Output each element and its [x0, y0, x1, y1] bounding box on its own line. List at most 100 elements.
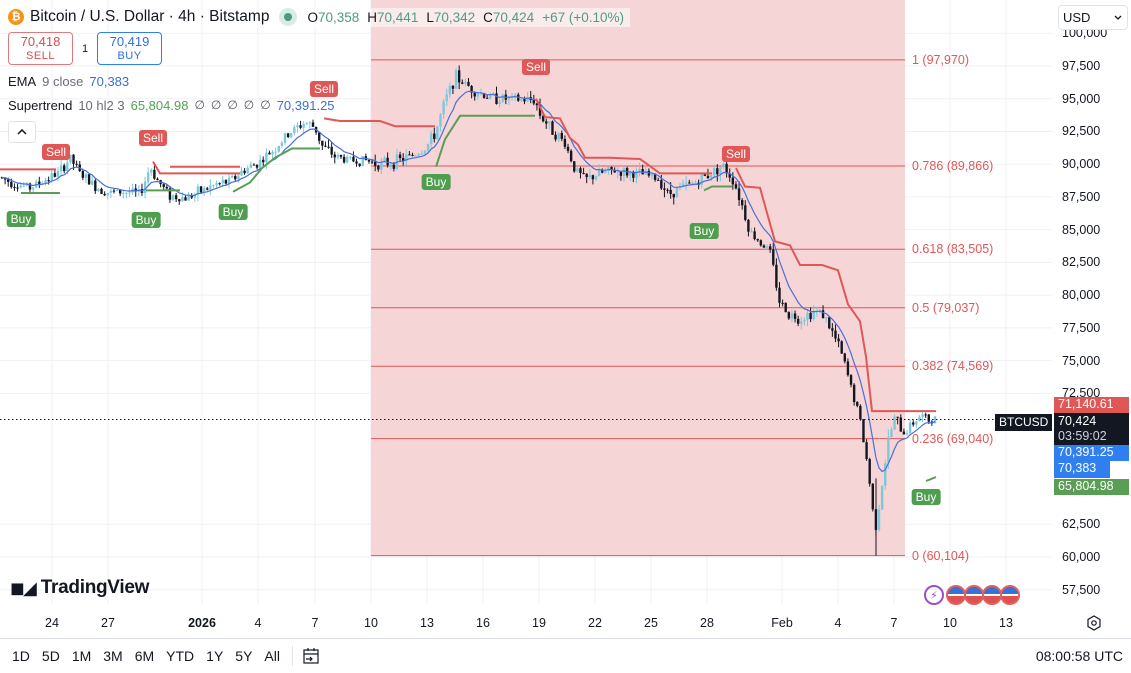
fibonacci-label: 0.5 (79,037) — [912, 300, 980, 315]
candle-up — [918, 416, 921, 422]
candle-down — [523, 99, 526, 102]
close-value: 70,424 — [492, 9, 535, 25]
us-flag-icon[interactable] — [946, 585, 966, 605]
close-label: C — [483, 9, 493, 25]
candle-down — [165, 186, 169, 189]
supertrend-up-line — [925, 476, 937, 482]
fibonacci-label: 0.236 (69,040) — [912, 431, 994, 446]
candle-down — [28, 183, 32, 190]
sell-button[interactable]: 70,418 SELL — [8, 32, 73, 65]
candle-up — [429, 133, 433, 144]
candle-up — [265, 152, 268, 163]
candle-down — [377, 165, 380, 170]
candle-down — [467, 81, 470, 86]
candle-down — [613, 170, 616, 173]
lightning-icon[interactable]: ⚡ — [924, 585, 944, 605]
time-axis-label: 13 — [420, 616, 434, 630]
candle-down — [286, 133, 290, 137]
market-status-icon[interactable] — [279, 8, 298, 26]
candle-down — [731, 177, 735, 185]
indicator-ema[interactable]: EMA 9 close 70,383 — [8, 69, 630, 93]
candle-down — [252, 164, 256, 166]
sell-label: SELL — [26, 49, 55, 62]
range-6m[interactable]: 6M — [134, 648, 155, 664]
time-axis-label: 2026 — [188, 616, 216, 630]
candle-up — [479, 93, 483, 95]
range-all[interactable]: All — [264, 648, 280, 664]
candle-down — [740, 199, 744, 206]
candle-down — [262, 159, 265, 163]
low-label: L — [426, 9, 434, 25]
candle-up — [106, 192, 109, 196]
candle-up — [417, 154, 420, 156]
candle-down — [927, 414, 930, 422]
candle-down — [852, 384, 856, 403]
range-5d[interactable]: 5D — [41, 648, 60, 664]
spread-value: 1 — [81, 42, 89, 55]
candle-down — [339, 155, 343, 157]
candle-up — [361, 156, 364, 166]
candle-down — [81, 171, 85, 178]
utc-clock[interactable]: 08:00:58 UTC — [1035, 648, 1123, 664]
candle-up — [908, 422, 912, 434]
candle-up — [426, 143, 430, 151]
supertrend-down-line — [535, 98, 712, 175]
indicator-supertrend[interactable]: Supertrend 10 hl2 3 65,804.98 ∅ ∅ ∅ ∅ ∅ … — [8, 93, 630, 117]
candle-down — [100, 188, 103, 194]
candle-up — [56, 170, 60, 177]
candle-down — [660, 180, 663, 189]
supertrend-name: Supertrend — [8, 97, 73, 113]
candle-down — [859, 405, 862, 420]
open-value: 70,358 — [317, 9, 360, 25]
us-flag-icon[interactable] — [964, 585, 984, 605]
candle-up — [719, 167, 722, 175]
range-ytd[interactable]: YTD — [166, 648, 195, 664]
us-flag-icon[interactable] — [982, 585, 1002, 605]
candle-up — [420, 153, 424, 155]
candle-up — [115, 190, 119, 192]
range-3m[interactable]: 3M — [103, 648, 123, 664]
sell-price: 70,418 — [20, 34, 61, 50]
candle-down — [184, 197, 187, 201]
candle-down — [541, 115, 545, 122]
symbol-title[interactable]: Bitcoin / U.S. Dollar · 4h · Bitstamp — [30, 8, 270, 25]
range-5y[interactable]: 5Y — [235, 648, 253, 664]
supertrend-down-line — [735, 167, 936, 413]
price-axis-label: 85,000 — [1062, 222, 1101, 237]
candle-down — [53, 173, 57, 177]
candle-down — [408, 154, 411, 156]
range-1y[interactable]: 1Y — [206, 648, 224, 664]
us-flag-icon[interactable] — [1000, 585, 1020, 605]
settings-icon[interactable] — [1086, 615, 1102, 631]
range-1d[interactable]: 1D — [12, 648, 30, 664]
tradingview-logo[interactable]: ◼◢ TradingView — [10, 577, 149, 599]
candle-up — [143, 181, 147, 193]
currency-select[interactable]: USD — [1058, 5, 1128, 30]
price-axis-label: 92,500 — [1062, 124, 1101, 139]
candle-up — [498, 101, 501, 104]
candle-down — [103, 193, 106, 196]
candle-down — [190, 195, 193, 198]
candle-up — [806, 312, 809, 321]
candle-down — [849, 375, 853, 385]
candle-down — [243, 170, 246, 174]
ema-tag: 70,383 — [1054, 461, 1110, 478]
ema-params: 9 close — [42, 73, 84, 89]
time-axis-label: 13 — [999, 616, 1013, 630]
buy-button[interactable]: 70,419 BUY — [97, 32, 162, 65]
candle-down — [563, 138, 567, 147]
na-value: ∅ — [194, 98, 205, 112]
candle-up — [125, 192, 128, 194]
calendar-goto-icon[interactable] — [301, 646, 321, 666]
range-1m[interactable]: 1M — [71, 648, 92, 664]
collapse-legend-button[interactable] — [8, 121, 36, 143]
candle-down — [868, 459, 871, 484]
candle-down — [10, 181, 13, 188]
candle-down — [392, 164, 396, 169]
candle-up — [905, 433, 909, 435]
candle-up — [921, 414, 924, 417]
candle-up — [308, 122, 312, 124]
candle-up — [597, 169, 601, 177]
candle-up — [90, 180, 94, 185]
